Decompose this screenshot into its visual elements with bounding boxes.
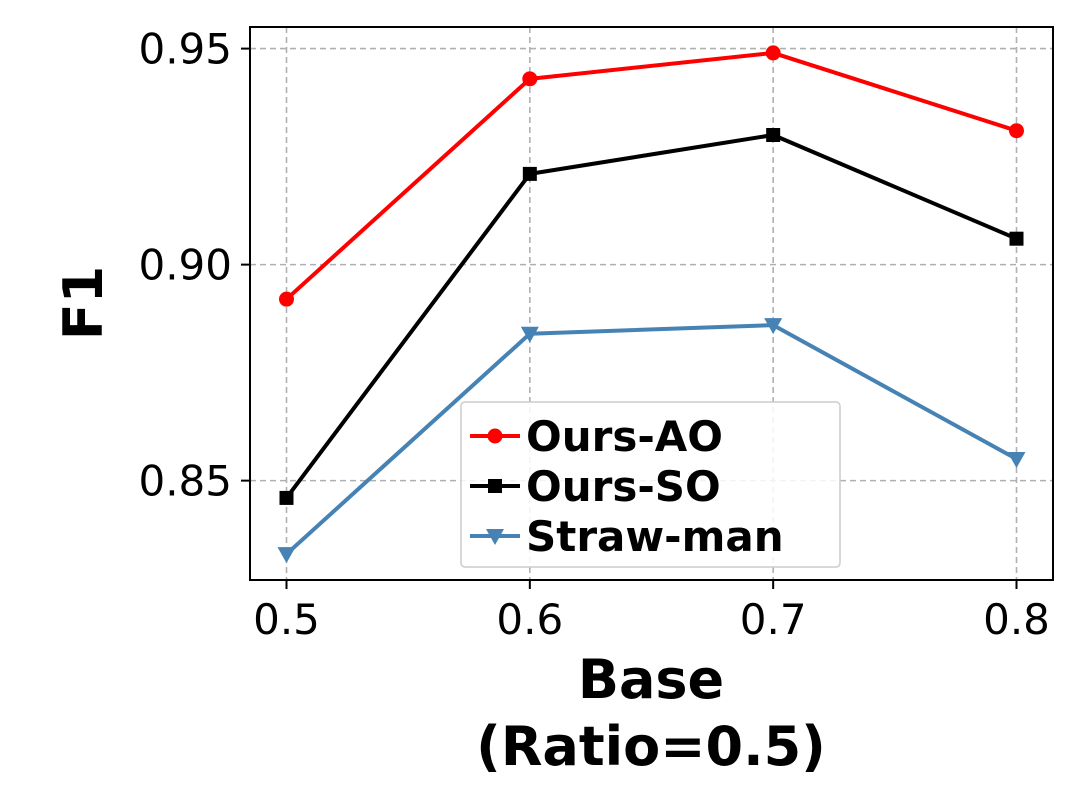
legend-label-ours-ao: Ours-AO — [526, 412, 723, 461]
series-layer — [277, 45, 1026, 564]
data-point-ours-ao — [765, 45, 781, 61]
y-tick-label: 0.90 — [138, 241, 232, 290]
plot-frame — [249, 26, 1054, 581]
data-point-ours-so — [279, 490, 294, 505]
data-point-straw-man — [1007, 452, 1026, 469]
y-tick-label: 0.85 — [138, 457, 232, 506]
data-point-ours-so — [766, 128, 781, 143]
x-tick-label: 0.6 — [496, 595, 563, 644]
y-tick-label: 0.95 — [138, 25, 232, 74]
x-axis-title: Base — [578, 648, 724, 711]
series-line-straw-man — [285, 323, 1018, 556]
data-point-ours-ao — [1009, 123, 1024, 139]
legend-marker-straw-man — [486, 529, 504, 545]
legend-box — [460, 401, 841, 568]
series-straw-man — [277, 318, 1026, 564]
legend-label-ours-so: Ours-SO — [526, 462, 721, 511]
x-tick-label: 0.7 — [740, 595, 807, 644]
data-point-ours-so — [522, 166, 537, 181]
legend-item-ours-ao: Ours-AO — [470, 412, 723, 461]
x-axis-title-line2: (Ratio=0.5) — [476, 715, 826, 778]
data-point-straw-man — [764, 318, 783, 335]
series-ours-ao — [279, 45, 1024, 307]
legend-item-straw-man: Straw-man — [470, 512, 784, 561]
y-axis-title: F1 — [52, 266, 115, 340]
data-point-ours-ao — [522, 71, 538, 87]
legend-marker-ours-ao — [487, 428, 503, 444]
legend-marker-ours-so — [488, 479, 502, 493]
data-point-ours-ao — [279, 291, 294, 307]
series-ours-so — [279, 128, 1024, 505]
data-point-ours-so — [1009, 231, 1024, 246]
legend-label-straw-man: Straw-man — [526, 512, 784, 561]
x-tick-label: 0.5 — [253, 595, 320, 644]
x-tick-label: 0.8 — [983, 595, 1050, 644]
data-point-straw-man — [277, 547, 296, 564]
axis-ticks: 0.5 0.6 0.7 0.8 0.85 0.90 0.95 — [138, 25, 1049, 644]
legend-item-ours-so: Ours-SO — [470, 462, 721, 511]
series-line-ours-so — [284, 133, 1018, 500]
series-line-ours-ao — [285, 50, 1018, 301]
data-point-straw-man — [520, 326, 539, 343]
